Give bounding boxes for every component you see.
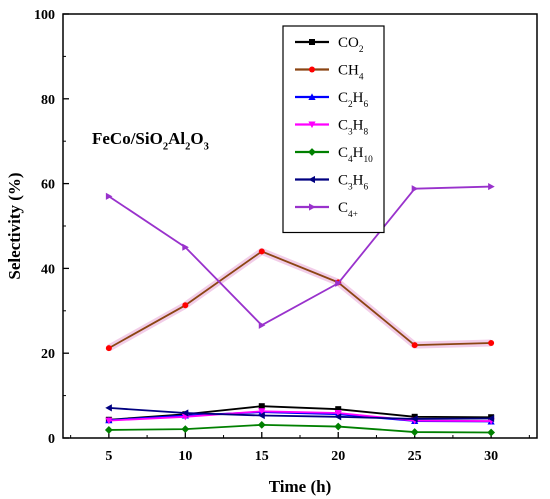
data-point — [258, 248, 265, 255]
legend-marker — [308, 148, 316, 156]
data-point — [181, 425, 190, 433]
data-point — [257, 420, 266, 429]
legend-label: C3H6 — [338, 173, 369, 193]
data-point — [105, 417, 113, 425]
data-point — [105, 345, 112, 352]
series-line — [108, 405, 492, 421]
x-tick-label: 10 — [178, 449, 192, 464]
legend-marker — [309, 39, 315, 45]
x-tick-label: 30 — [484, 449, 498, 464]
data-point — [104, 426, 113, 434]
legend-item: CH4 — [295, 63, 364, 83]
legend-label: CH4 — [338, 63, 364, 83]
legend-marker — [309, 66, 315, 73]
data-point — [182, 302, 189, 309]
data-point — [411, 342, 418, 349]
data-point — [334, 413, 342, 421]
x-tick-label: 20 — [331, 449, 345, 464]
series-group — [104, 182, 496, 437]
data-point — [258, 408, 266, 415]
legend: CO2 CH4 C2H6 C3H8 C4H10 C3H6 C4+ — [282, 25, 385, 234]
legend-label: CO2 — [338, 35, 364, 55]
data-point — [334, 409, 342, 417]
data-point — [488, 340, 495, 347]
series-c3h6 — [105, 404, 495, 423]
data-point — [181, 409, 189, 417]
x-axis-label: Time (h) — [269, 477, 332, 496]
data-point — [258, 411, 265, 420]
data-point — [487, 414, 495, 423]
legend-item: C3H6 — [295, 173, 369, 193]
legend-item: C3H8 — [295, 118, 369, 138]
legend-marker — [308, 121, 316, 129]
legend-marker — [309, 203, 316, 211]
data-point — [411, 413, 418, 420]
data-point — [258, 321, 266, 329]
y-tick-label: 80 — [41, 93, 55, 108]
legend-label: C4+ — [338, 200, 358, 220]
y-tick-label: 100 — [34, 8, 55, 23]
data-point — [335, 406, 342, 413]
y-tick-label: 0 — [48, 432, 55, 447]
data-point — [258, 403, 265, 410]
series-line — [108, 410, 492, 422]
data-point — [488, 182, 495, 191]
y-tick-label: 40 — [41, 262, 55, 277]
tick-labels: 0 20 40 60 80 100 5 10 15 20 25 30 — [34, 8, 498, 464]
y-tick-label: 20 — [41, 347, 55, 362]
x-tick-label: 15 — [255, 449, 269, 464]
series-c4- — [105, 182, 495, 329]
legend-label: C3H8 — [338, 118, 369, 138]
legend-marker — [308, 175, 315, 184]
legend-item: CO2 — [295, 35, 364, 55]
series-line — [108, 406, 492, 420]
catalyst-annotation: FeCo/SiO2Al2O3 — [92, 129, 209, 152]
series-line — [108, 250, 492, 349]
data-point — [411, 185, 419, 193]
x-tick-label: 5 — [105, 449, 112, 464]
series-c4h10 — [104, 420, 496, 437]
data-point — [411, 415, 418, 423]
data-point — [410, 428, 419, 436]
legend-item: C2H6 — [295, 90, 369, 110]
y-tick-label: 60 — [41, 178, 55, 193]
series-line-halo — [107, 247, 492, 352]
series-ch4 — [105, 247, 495, 352]
data-point — [335, 279, 342, 287]
data-point — [487, 428, 496, 437]
legend-marker — [308, 93, 316, 100]
series-line — [108, 423, 492, 434]
legend-item: C4+ — [295, 200, 358, 220]
series-c3h8 — [105, 408, 495, 425]
data-point — [182, 243, 189, 251]
legend-label: C2H6 — [338, 90, 369, 110]
series-line — [108, 185, 492, 327]
legend-label: C4H10 — [338, 145, 373, 165]
legend-item: C4H10 — [295, 145, 373, 165]
data-point — [334, 422, 343, 431]
plot-frame — [62, 13, 538, 439]
legend-box — [282, 25, 385, 234]
y-axis-label: Selectivity (%) — [5, 172, 24, 279]
data-point — [105, 404, 112, 412]
x-tick-label: 25 — [408, 449, 422, 464]
data-point — [105, 192, 113, 200]
